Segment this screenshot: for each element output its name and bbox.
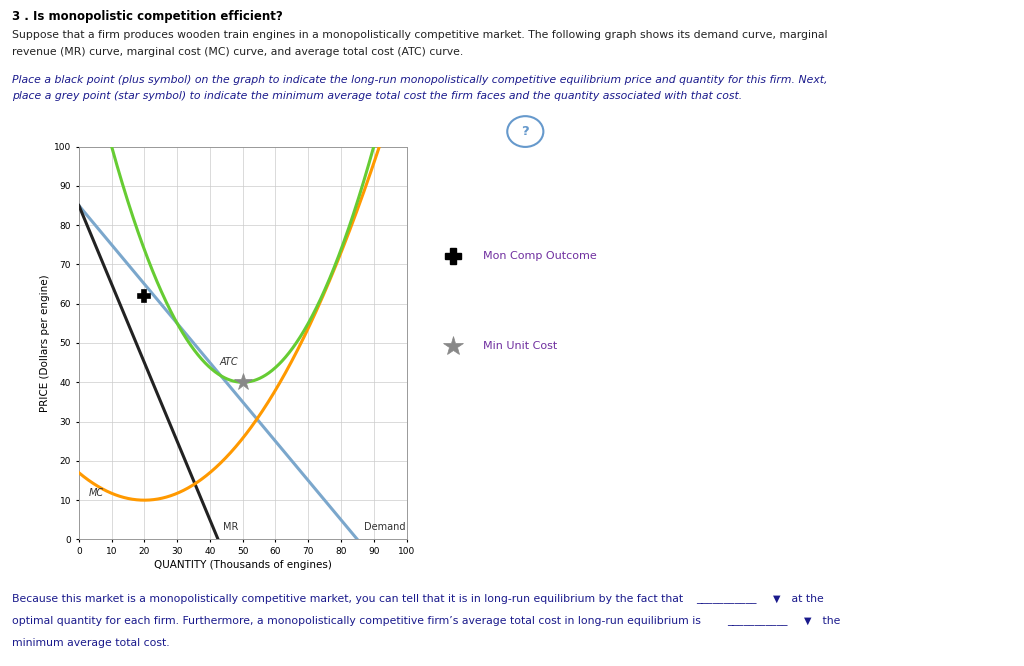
Text: Because this market is a monopolistically competitive market, you can tell that : Because this market is a monopolisticall… [12,594,683,604]
Text: at the: at the [788,594,824,604]
Text: ?: ? [521,125,529,138]
X-axis label: QUANTITY (Thousands of engines): QUANTITY (Thousands of engines) [154,560,332,570]
Text: ▼: ▼ [804,616,811,626]
Text: Place a black point (plus symbol) on the graph to indicate the long-run monopoli: Place a black point (plus symbol) on the… [12,75,827,85]
Text: ▼: ▼ [773,594,780,604]
Text: minimum average total cost.: minimum average total cost. [12,638,170,648]
Text: MR: MR [223,521,239,531]
Text: Min Unit Cost: Min Unit Cost [483,341,557,352]
Text: optimal quantity for each firm. Furthermore, a monopolistically competitive firm: optimal quantity for each firm. Furtherm… [12,616,701,626]
Text: ___________: ___________ [727,616,787,626]
Text: Suppose that a firm produces wooden train engines in a monopolistically competit: Suppose that a firm produces wooden trai… [12,30,827,40]
Text: Mon Comp Outcome: Mon Comp Outcome [483,251,597,262]
Text: the: the [819,616,841,626]
Text: Demand: Demand [364,521,406,531]
Text: 3 . Is monopolistic competition efficient?: 3 . Is monopolistic competition efficien… [12,10,283,23]
Y-axis label: PRICE (Dollars per engine): PRICE (Dollars per engine) [40,274,50,412]
Text: ___________: ___________ [696,594,757,604]
Text: MC: MC [89,488,103,498]
Text: ATC: ATC [220,356,239,366]
Text: place a grey point (star symbol) to indicate the minimum average total cost the : place a grey point (star symbol) to indi… [12,91,742,101]
Text: revenue (MR) curve, marginal cost (MC) curve, and average total cost (ATC) curve: revenue (MR) curve, marginal cost (MC) c… [12,47,464,57]
